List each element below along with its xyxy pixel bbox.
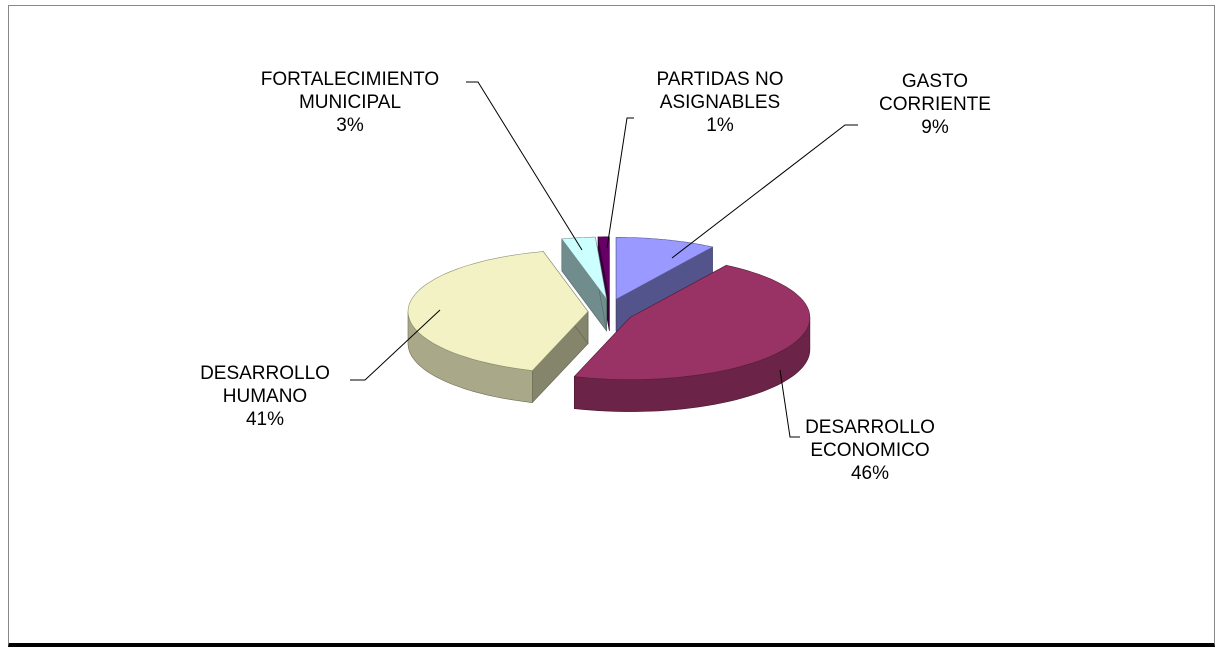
data-label: GASTO CORRIENTE 9% [870,70,1000,139]
slice [561,236,607,332]
category-label: PARTIDAS NO ASIGNABLES [656,69,784,113]
category-label: DESARROLLO ECONOMICO [805,417,935,461]
leader-line [671,124,858,259]
leader-line [350,309,441,381]
value-label: 41% [245,409,285,430]
data-label: PARTIDAS NO ASIGNABLES 1% [625,68,815,137]
slice-top [597,236,610,299]
slice-top [573,264,811,380]
leader-line [606,117,634,249]
value-label: 1% [706,115,734,136]
value-label: 3% [336,115,364,136]
chart-frame [8,5,1215,647]
slice-top [407,251,589,371]
category-label: FORTALECIMIENTO MUNICIPAL [260,69,440,113]
slice [407,250,589,404]
data-label: DESARROLLO ECONOMICO 46% [780,416,960,485]
leader-line [779,369,800,438]
slice-top [561,236,607,300]
category-label: DESARROLLO HUMANO [200,363,330,407]
slice-top [615,237,714,300]
slice [573,264,811,412]
leader-line [466,81,583,251]
value-label: 9% [921,117,949,138]
data-label: FORTALECIMIENTO MUNICIPAL 3% [230,68,470,137]
value-label: 46% [850,463,890,484]
data-label: DESARROLLO HUMANO 41% [175,362,355,431]
slice [615,237,714,332]
category-label: GASTO CORRIENTE [879,71,991,115]
